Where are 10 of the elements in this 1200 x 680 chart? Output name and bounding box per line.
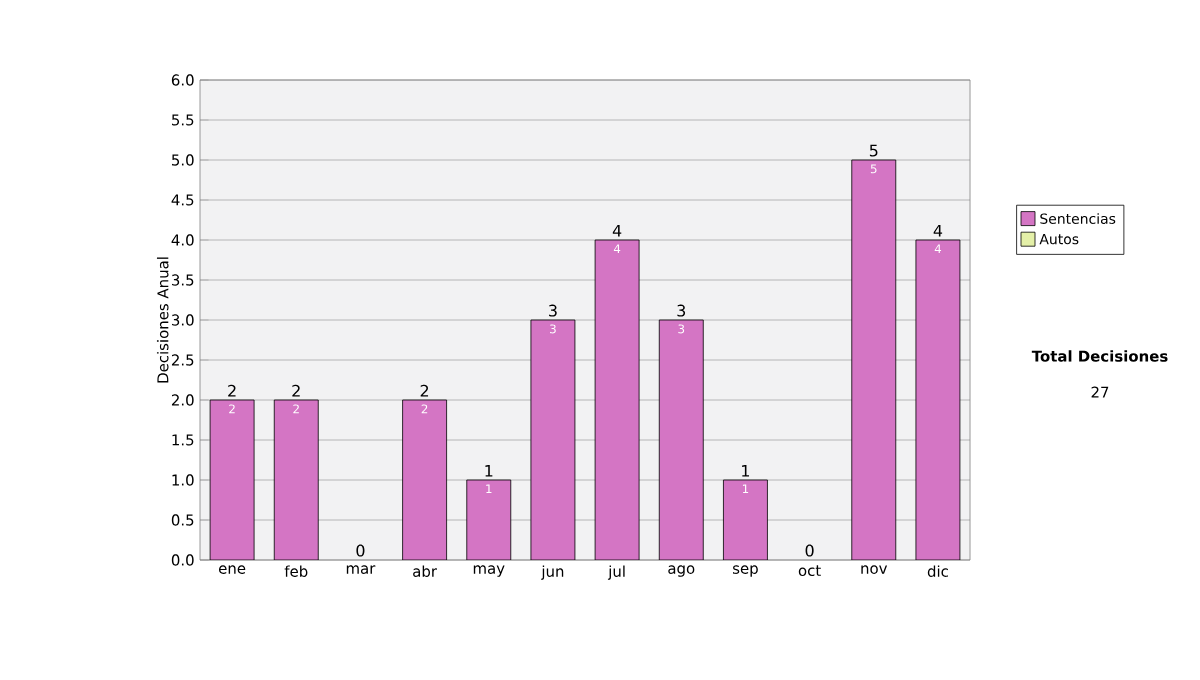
- bar: [915, 239, 961, 560]
- bar: [658, 319, 704, 560]
- bar: [723, 479, 768, 560]
- bar: [402, 399, 447, 560]
- bar: [851, 159, 897, 560]
- bar: [530, 319, 576, 560]
- bar: [466, 479, 512, 560]
- bar: [210, 400, 255, 560]
- bar: [274, 400, 319, 560]
- bar: [594, 239, 640, 560]
